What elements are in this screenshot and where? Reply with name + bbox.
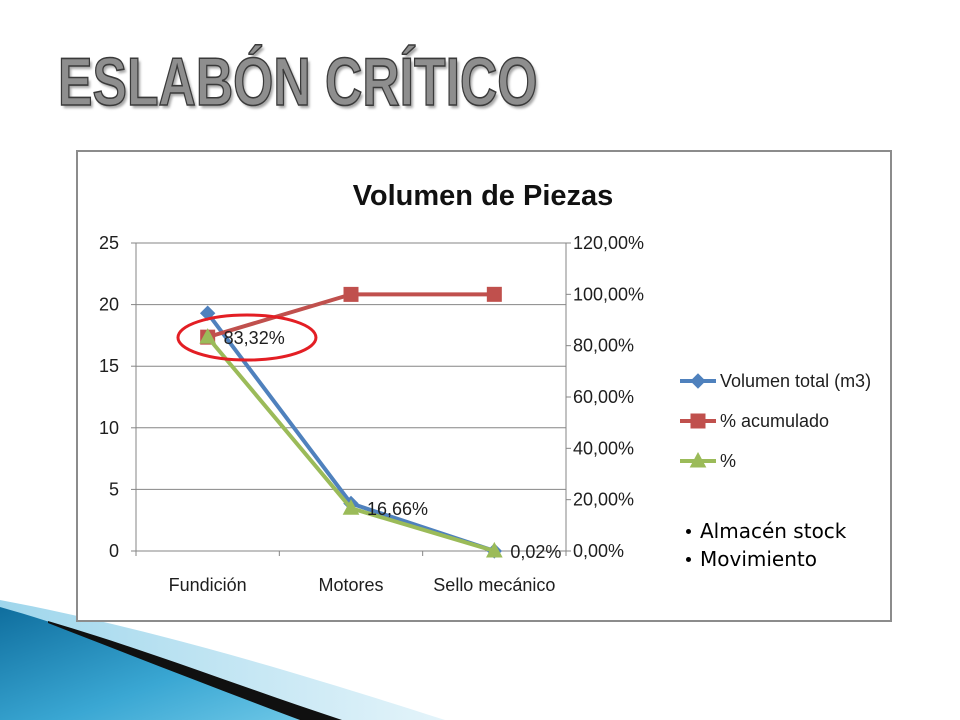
category-label: Fundición xyxy=(169,575,247,595)
y2-tick-label: 40,00% xyxy=(573,438,634,458)
y-tick-label: 10 xyxy=(99,418,119,438)
y-tick-label: 5 xyxy=(109,479,119,499)
data-point xyxy=(486,286,502,302)
y2-tick-label: 100,00% xyxy=(573,284,644,304)
chart-title: Volumen de Piezas xyxy=(353,180,614,212)
bullet-text: Movimiento xyxy=(700,547,817,571)
y2-tick-label: 20,00% xyxy=(573,490,634,510)
highlight-ellipse xyxy=(176,313,318,362)
data-point xyxy=(343,286,359,302)
chart-frame: Volumen de Piezas 0 5 10 15 20 25 0,00% 20,00% 40… xyxy=(76,150,892,622)
legend-item: % xyxy=(680,451,736,471)
y2-tick-label: 0,00% xyxy=(573,541,624,561)
y-tick-label: 20 xyxy=(99,295,119,315)
chart: Volumen de Piezas 0 5 10 15 20 25 0,00% 20,00% 40… xyxy=(76,150,892,622)
data-point xyxy=(485,541,503,558)
bullet-item: Movimiento xyxy=(682,545,846,573)
legend-marker xyxy=(690,373,706,389)
bullet-text: Almacén stock xyxy=(700,519,847,543)
legend-item: % acumulado xyxy=(680,411,829,431)
legend-label: Volumen total (m3) xyxy=(720,371,871,391)
slide-title: ESLABÓN CRÍTICO xyxy=(57,44,538,120)
legend-label: % acumulado xyxy=(720,411,829,431)
y2-tick-label: 120,00% xyxy=(573,233,644,253)
decoration-blue-band xyxy=(0,607,300,720)
y-tick-label: 25 xyxy=(99,233,119,253)
y2-tick-label: 60,00% xyxy=(573,387,634,407)
data-point xyxy=(199,328,217,344)
legend-marker xyxy=(689,451,707,468)
legend-item: Volumen total (m3) xyxy=(680,371,871,391)
bullet-item: Almacén stock xyxy=(682,517,846,545)
category-label: Motores xyxy=(318,575,383,595)
y-tick-label: 0 xyxy=(109,541,119,561)
porcentaje-series: 83,32% 16,66% 0,02% xyxy=(199,328,561,562)
data-point xyxy=(342,499,360,515)
data-label: 83,32% xyxy=(224,328,285,348)
category-label: Sello mecánico xyxy=(433,575,555,595)
decoration-dark-stripe xyxy=(48,621,342,720)
data-label: 16,66% xyxy=(367,499,428,519)
legend-label: % xyxy=(720,451,736,471)
y-tick-label: 15 xyxy=(99,356,119,376)
bullet-list: Almacén stock Movimiento xyxy=(682,517,846,573)
bullet-dot xyxy=(686,556,691,562)
y2-tick-label: 80,00% xyxy=(573,336,634,356)
bullet-dot xyxy=(686,528,691,534)
data-label: 0,02% xyxy=(510,542,561,562)
legend-marker xyxy=(690,413,706,429)
chart-border xyxy=(76,150,892,622)
